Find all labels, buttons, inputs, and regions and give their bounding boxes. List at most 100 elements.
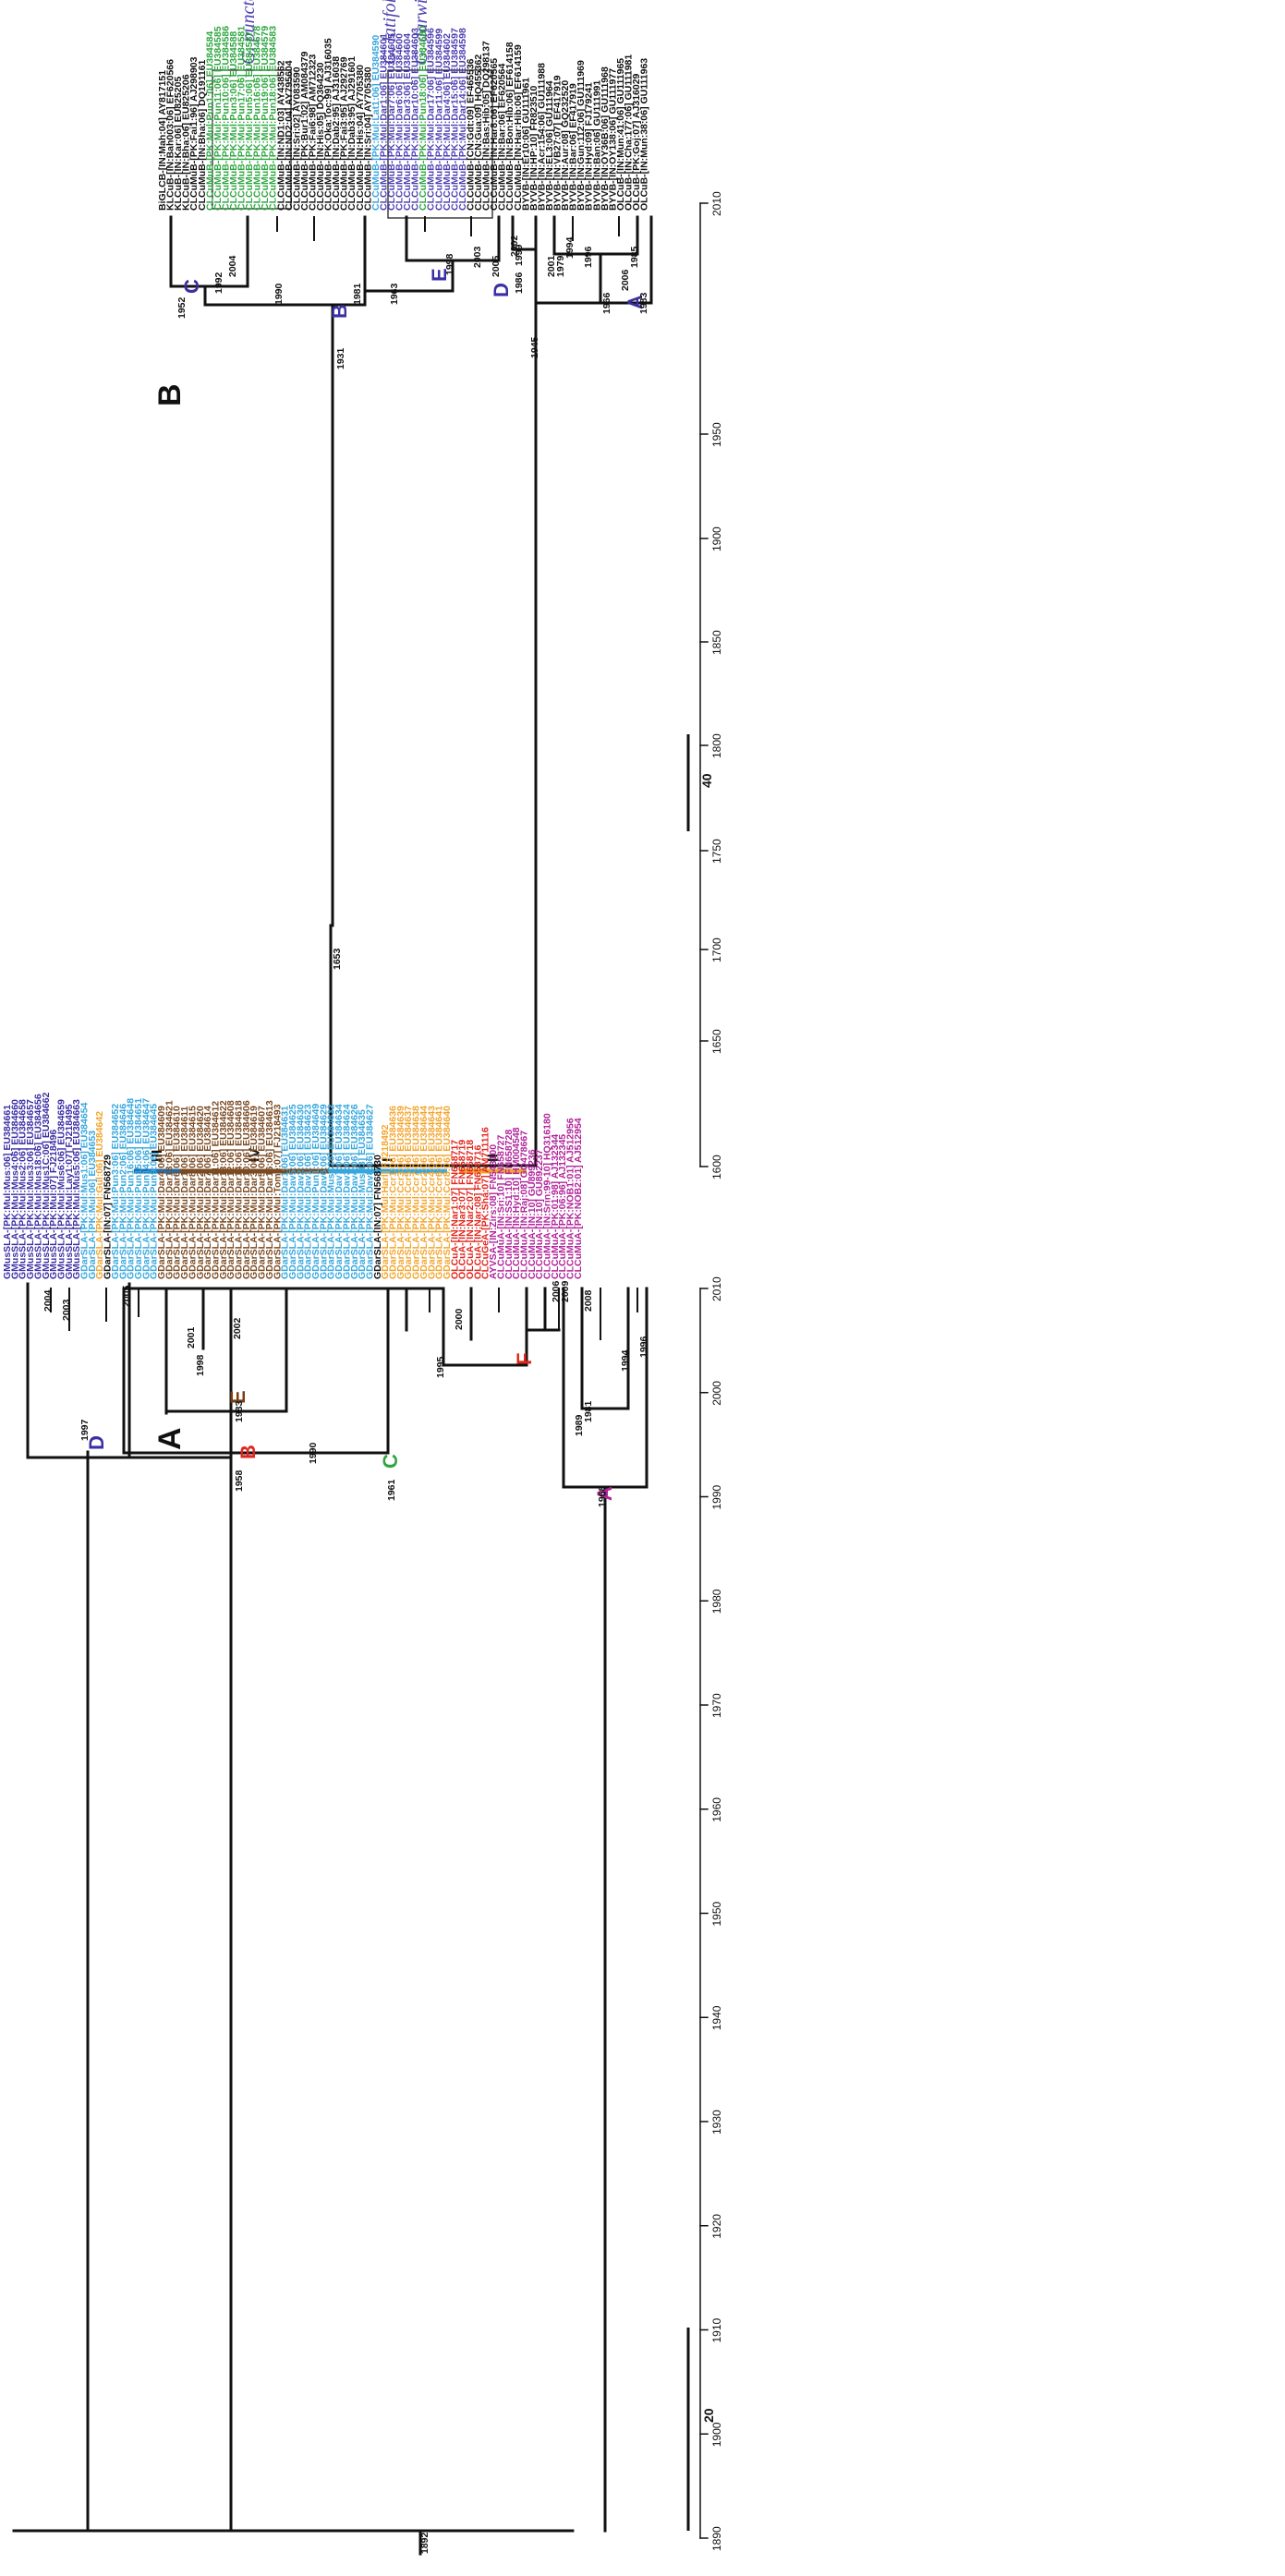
taxon-label: GDarSLA-[PK:Mul:Dar6:06] EU384610	[172, 1106, 183, 1279]
taxon-label: CLCuMuB-[IN:Bon:Hib:06] EF614158	[504, 42, 515, 211]
taxon-label: GDarSLA-[PK:Mul:Mus1:06] EU384654	[79, 1102, 91, 1279]
taxon-label: CLCuMuB-[PK:Mul:Dar15:06] EU384597	[449, 28, 460, 211]
node-age: 1981	[583, 1400, 594, 1422]
node-age: 2003	[61, 1299, 72, 1321]
taxon-label: BYVB-[IN:Ban:06] GU111991	[591, 80, 602, 211]
taxon-label: CLCuMuB-[PK:Mul:Dar1:06] EU384601	[378, 33, 389, 211]
taxon-label: CLCuMuB-[IN:Har:Hib:06] EF614159	[513, 44, 524, 211]
taxon-label: GMusSLA-[PK:Mul:Mus1C:06] EU384662	[41, 1092, 52, 1279]
clade-label: A	[593, 1486, 616, 1501]
taxon-label: GDarSLA-[PK:Mul:Dar14:06] EU384618	[234, 1100, 245, 1279]
taxon-label: GDarSLA-[PK:Mul:Dav7:06] EU384634	[333, 1104, 345, 1279]
taxon-label: GMusSLA-[PK:Mul:Mus3:06] EU384657	[25, 1099, 36, 1279]
taxon-label: GMusSLA-[PK:Mul:Mus4:06] EU384660	[9, 1099, 20, 1279]
time-axis-a: 1890 1900 1910 1920 1930 1940 1950 1960 1970 1980…	[699, 1276, 723, 2551]
taxon-label: BiGLCB-[IN:Mah:04] AY817151	[157, 70, 168, 211]
node-age: 2002	[509, 235, 520, 257]
clade-label: A	[624, 295, 647, 309]
taxon-label: CLCuMuB-[PK:Oka:Toc:99] AJ316035	[323, 38, 334, 211]
taxon-label: CLCuMuB-[PK:Mul:Dar3:06] EU384604	[402, 33, 413, 211]
axis-tick-label: 1920	[710, 2214, 723, 2239]
taxon-label: CLCuMuB-[CN:Gdt:09] EF465536	[465, 58, 476, 211]
clade-label: F	[513, 1353, 536, 1365]
taxon-label: GMusSLA-[PK:Mul:Mus18:06] EU384656	[32, 1094, 43, 1279]
node-age: 1981	[352, 283, 363, 305]
taxon-label: GMusSLA-[PK:Mul:Lay1:07] FJ218495	[64, 1104, 75, 1279]
taxon-label: GMusSLA-[PK:Mul:Mus2:06] EU384658	[18, 1099, 29, 1279]
taxon-label: OLCuA-[IN:Nar3:07] FN658719	[457, 1140, 468, 1279]
clade-labels-b: A B C D E	[180, 268, 647, 319]
taxon-label: GDarSLA-[PK:Mul:Dar1:06] EU384611	[179, 1107, 190, 1279]
axis-tick-label: 1900	[710, 2422, 723, 2447]
species-label-latifolium: G. latifolium	[380, 0, 400, 65]
clade-label: E	[428, 268, 451, 282]
taxon-label: CLCuMuB-[PK:Mul:Dar6:06] EU384600	[394, 33, 406, 211]
node-age: 1983	[638, 292, 649, 314]
taxon-label: CLCuMuA-[IN:Hyd:10] HM004548	[511, 1127, 522, 1279]
node-age: 1992	[213, 272, 224, 294]
clade-label: C	[180, 279, 203, 294]
taxon-label: GDarSLA-[PK:Mul:Dav6:06] EU384629	[318, 1104, 329, 1279]
taxon-label: CLCuMuB-[IN:Sri:02] AY083590	[291, 67, 302, 211]
taxon-label: CLCuMuB-[IN:Sri:04] AY705380	[362, 67, 373, 211]
node-age: 1983	[234, 1400, 245, 1422]
taxon-label: BYVB-[IN:VB27:07] EF417919	[552, 75, 564, 211]
node-age: 2000	[454, 1308, 465, 1330]
taxon-label: GDarSLA-[PK:Mul:Dav5:06] EU384625	[287, 1104, 298, 1279]
taxon-label: GDarSLA-[PK:Mul:Pun14:06] EU384647	[140, 1098, 152, 1279]
taxon-label: BYVB-[IN:Aur:08] GQ232520	[560, 80, 571, 211]
taxon-label: GDarSLA-[IN:07] FN568729	[103, 1155, 114, 1279]
taxon-label: CLCuMuA-[IN:10] GU892237	[534, 1149, 545, 1279]
axis-tick-label: 1650	[710, 1029, 723, 1054]
taxon-label: GDarSLA-[PK:Mul:Dar10:06] EU384606	[241, 1100, 252, 1279]
species-box-punctatum	[212, 69, 292, 210]
node-age: 1998	[195, 1354, 206, 1376]
clade-label: C	[379, 1454, 402, 1469]
taxon-label: GDarSLA-[PK:Mul:Dar2:06] EU384620	[195, 1106, 206, 1279]
node-age-root: 1892	[419, 2532, 430, 2554]
taxon-label: GDarSLA-[PK:Mul:Ccr1:06] EU384636	[388, 1106, 399, 1279]
node-age: 1997	[79, 1419, 91, 1441]
axis-tick-label: 2010	[710, 191, 723, 216]
node-age: 1945	[529, 336, 540, 358]
taxon-label: CLCuMuB-[PK:Mul:Dar17:06] EU384596	[426, 28, 437, 211]
lineage-label-4: II	[486, 1154, 502, 1162]
taxon-label: CLCuMuB-[PK:Mul:Dar4:06] EU384602	[442, 33, 453, 211]
taxon-label: BYVB-[IN:OY36B:06] GU111968	[600, 67, 611, 211]
node-age: 1995	[435, 1356, 446, 1378]
taxon-label: AYVSA-[IN:Zirs:08] FN543100	[488, 1144, 499, 1279]
taxon-label: CLCuMuA-[PK:NOB2:01] AJ512954	[573, 1118, 584, 1279]
taxon-label: BYVB-[IN:Er10:06] GU111961	[520, 78, 531, 211]
taxon-label: CLCuMuB-[PK:Fai1:96] AJ298903	[188, 56, 200, 211]
scale-bar-a: 20	[686, 2328, 716, 2531]
axis-tick-label: 1600	[710, 1155, 723, 1179]
taxon-label: CLCuMuB-[PK:Mul:Pun10:06] EU384586	[220, 26, 231, 211]
species-label-punctatum: G. punctatum	[238, 0, 259, 65]
species-box-latifolium-darwinii	[387, 69, 493, 219]
taxon-label: GDarSLA-[PK:Mul:Dar3:06] EU384619	[249, 1106, 260, 1279]
node-age: 1958	[234, 1469, 245, 1492]
time-axis-b: 1600 1650 1700 1750 1800 1850 1900 1950 2010	[699, 191, 723, 1179]
clade-label: B	[328, 304, 351, 319]
taxon-label: BYVB-[IN:EL3:06] GU111964	[544, 80, 555, 211]
node-age: 2005	[121, 1285, 132, 1307]
taxon-label: CLCuMuB-[PK:Mul:Pun18:06] EU384583	[268, 26, 279, 211]
taxon-label: CLCuMuA-[IN:10] GU899236	[527, 1149, 538, 1279]
taxon-label: CLCuMuB-[PK:Mul:Lat1:06] EU384590	[370, 35, 382, 211]
taxon-label: CLCuMuA-[IN:Sri:10] FN658727	[495, 1134, 506, 1279]
axis-tick-label: 2000	[710, 1381, 723, 1406]
taxon-label: CLCuMuB-[PK:Fai3:95] AJ292769	[339, 56, 350, 211]
taxon-label: CLCuMuB-[PK:Mul:Dar10:06] EU384603	[410, 28, 421, 211]
taxon-label: CLCuMuB-[IN:Har8:06] EF620565	[489, 58, 500, 211]
node-age: 1963	[389, 283, 400, 305]
taxon-label: CLCuMuA-[PK:01:98] AJ132344	[550, 1134, 561, 1279]
taxon-label: CLCuMuA-[IN:SS1:10] FN658728	[503, 1130, 515, 1279]
taxon-label: CLCuMuB-[PK:Mul:Pun3:06] EU384588	[228, 31, 239, 211]
taxon-label: GMusSLA-[PK:Mul:Mus6:06] EU384659	[55, 1099, 67, 1279]
axis-tick-label: 1980	[710, 1589, 723, 1614]
taxon-label: GDarSLA-[PK:Mul:Dar7:06] EU384614	[202, 1106, 213, 1279]
taxon-label: GDarSLA-[PK:Mul:Dav8:06] EU384627	[364, 1104, 375, 1279]
taxon-label: BYVB-[IN:Gun:112:06] GU111969	[576, 60, 587, 211]
node-age: 1999	[514, 244, 525, 266]
